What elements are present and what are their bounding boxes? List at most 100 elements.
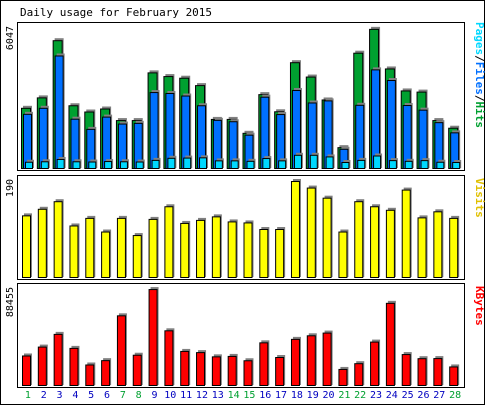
- visits-bar-day-18: [290, 181, 300, 278]
- kbytes-bar-day-7: [116, 315, 126, 386]
- pages-bar-day-18: [293, 154, 302, 170]
- visits-bar-day-28: [449, 217, 459, 279]
- visits-bar-day-2: [37, 208, 47, 278]
- visits-bar-day-19: [306, 187, 316, 278]
- visits-bar-day-12: [196, 219, 206, 278]
- pages-bar-day-27: [436, 161, 445, 169]
- day-label-9: 9: [151, 390, 157, 401]
- chart-title: Daily usage for February 2015: [20, 6, 212, 19]
- day-label-21: 21: [338, 390, 350, 401]
- kbytes-bar-day-16: [259, 342, 269, 387]
- pages-bar-day-15: [246, 160, 255, 170]
- visits-bar-day-17: [275, 229, 285, 278]
- pages-bar-day-21: [341, 162, 350, 169]
- visits-bar-day-22: [354, 201, 364, 278]
- day-label-7: 7: [120, 390, 126, 401]
- day-label-28: 28: [449, 390, 461, 401]
- pages-bar-day-9: [151, 159, 160, 169]
- kbytes-bar-day-11: [180, 350, 190, 387]
- kbytes-bar-day-1: [22, 355, 31, 387]
- kbytes-bar-day-4: [69, 347, 79, 386]
- pages-bar-day-6: [104, 161, 113, 170]
- day-label-22: 22: [354, 390, 366, 401]
- visits-bar-day-24: [385, 209, 395, 278]
- legend-slash: /: [473, 95, 485, 102]
- visits-bar-day-11: [180, 222, 190, 278]
- visits-bar-day-1: [22, 215, 31, 278]
- day-label-8: 8: [136, 390, 142, 401]
- visits-bar-day-20: [322, 197, 332, 279]
- pages-bar-day-25: [404, 160, 413, 170]
- kbytes-bar-day-10: [164, 330, 174, 386]
- legend-kbytes: KBytes: [473, 286, 485, 326]
- kbytes-bar-day-8: [132, 354, 142, 386]
- pages-bar-day-22: [357, 159, 366, 169]
- kbytes-bar-day-22: [354, 363, 364, 386]
- day-label-11: 11: [180, 390, 192, 401]
- kbytes-bar-day-18: [290, 338, 300, 386]
- day-label-17: 17: [275, 390, 287, 401]
- kbytes-bar-day-27: [433, 358, 443, 387]
- visits-bar-day-8: [132, 235, 142, 278]
- kbytes-bar-day-6: [101, 360, 111, 387]
- legend-pages: Pages: [473, 22, 485, 55]
- day-label-6: 6: [104, 390, 110, 401]
- pages-bar-day-7: [119, 161, 128, 170]
- day-label-1: 1: [25, 390, 31, 401]
- pages-bar-day-8: [135, 161, 144, 169]
- kbytes-bar-day-15: [243, 360, 253, 387]
- visits-bar-day-3: [53, 201, 63, 278]
- pages-bar-day-23: [373, 155, 382, 170]
- legend-files: Files: [473, 62, 485, 95]
- pages-bar-day-12: [199, 157, 208, 170]
- pages-bar-day-26: [420, 160, 429, 169]
- kbytes-bar-day-5: [85, 364, 95, 387]
- day-label-2: 2: [41, 390, 47, 401]
- day-label-3: 3: [57, 390, 63, 401]
- kbytes-bar-day-3: [53, 333, 63, 386]
- legend-slash: /: [473, 55, 485, 62]
- kbytes-bar-day-17: [275, 356, 285, 387]
- visits-bar-day-7: [116, 217, 126, 279]
- files-bar-day-9: [149, 92, 159, 169]
- kbytes-bar-day-12: [196, 352, 206, 386]
- day-label-23: 23: [370, 390, 382, 401]
- legend-hits: Hits: [473, 102, 485, 129]
- visits-bar-day-14: [227, 221, 237, 278]
- visits-bar-day-6: [101, 231, 111, 279]
- kbytes-bar-day-9: [148, 289, 158, 386]
- kbytes-bar-day-24: [385, 302, 395, 386]
- pages-bar-day-4: [72, 161, 81, 170]
- pages-bar-day-13: [214, 160, 223, 169]
- day-label-19: 19: [307, 390, 319, 401]
- kbytes-bar-day-21: [338, 368, 348, 386]
- visits-bar-day-25: [401, 189, 411, 279]
- visits-bar-day-10: [164, 206, 174, 278]
- day-label-26: 26: [417, 390, 429, 401]
- kbytes-bar-day-26: [417, 358, 427, 386]
- kbytes-bar-day-19: [306, 335, 316, 386]
- day-label-15: 15: [243, 390, 255, 401]
- pages-bar-day-16: [262, 158, 271, 169]
- visits-bar-day-16: [259, 229, 269, 278]
- day-label-20: 20: [322, 390, 334, 401]
- panel-frame-2: [17, 175, 465, 280]
- day-label-27: 27: [433, 390, 445, 401]
- day-label-5: 5: [88, 390, 94, 401]
- files-bar-day-3: [54, 55, 64, 169]
- kbytes-bar-day-23: [370, 341, 380, 387]
- pages-bar-day-28: [452, 162, 461, 169]
- pages-bar-day-17: [278, 160, 287, 169]
- visits-bar-day-21: [338, 231, 348, 279]
- kbytes-bar-day-20: [322, 332, 332, 387]
- files-bar-day-24: [386, 80, 396, 169]
- day-label-16: 16: [259, 390, 271, 401]
- kbytes-bar-day-25: [401, 354, 411, 387]
- visits-bar-day-5: [85, 217, 95, 279]
- legend-pages-files-hits: Pages/Files/Hits: [473, 22, 485, 128]
- kbytes-bar-day-2: [37, 346, 47, 387]
- kbytes-bar-day-13: [211, 356, 221, 387]
- ymax-label-1: 6047: [5, 26, 16, 50]
